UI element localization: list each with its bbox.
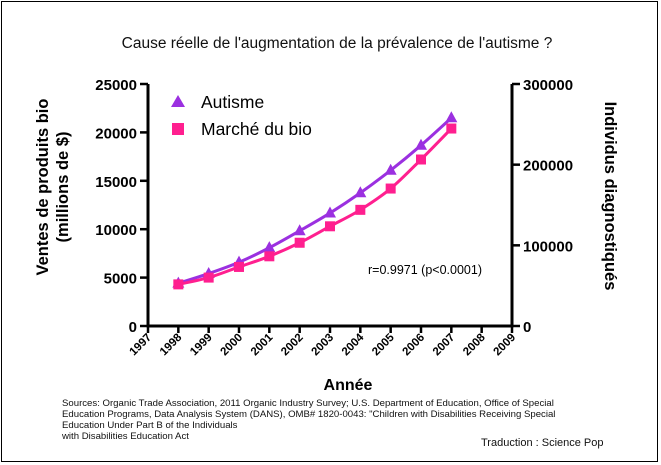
y-left-tick-label: 25000 (95, 77, 137, 94)
y-left-tick-label: 10000 (95, 222, 137, 239)
x-tick-label: 2009 (492, 332, 519, 359)
data-point-autisme (354, 186, 367, 198)
sources-line: Sources: Organic Trade Association, 2011… (62, 398, 554, 409)
y-right-axis-title: Individus diagnostiqués (601, 102, 619, 291)
y-left-axis-title-line1: Ventes de produits bio (34, 99, 52, 276)
x-axis-title: Année (324, 377, 373, 394)
x-tick-label: 2002 (279, 332, 306, 359)
sources-line: Education Under Part B of the Individual… (62, 420, 238, 431)
y-right-tick-label: 0 (523, 319, 531, 336)
y-left-tick-label: 0 (129, 319, 137, 336)
legend-label: Autisme (201, 92, 264, 112)
data-point-autisme (415, 138, 427, 150)
data-point-bio (294, 237, 305, 248)
correlation-annotation: r=0.9971 (p<0.0001) (368, 263, 482, 277)
translation-credit: Traduction : Science Pop (481, 437, 604, 449)
legend-marker-autisme (171, 95, 185, 107)
x-tick-label: 2004 (340, 331, 367, 358)
y-left-tick-label: 5000 (104, 271, 137, 288)
data-point-bio (355, 204, 366, 215)
x-tick-label: 1999 (188, 332, 215, 359)
data-point-bio (234, 261, 244, 272)
data-point-autisme (263, 241, 276, 253)
data-point-bio (203, 272, 214, 283)
data-point-bio (173, 279, 184, 290)
chart-title: Cause réelle de l'augmentation de la pré… (122, 35, 553, 52)
sources-note: Sources: Organic Trade Association, 2011… (62, 398, 642, 442)
y-right-tick-label: 200000 (523, 158, 573, 175)
series-line-autisme (177, 116, 453, 285)
x-tick-label: 2001 (249, 331, 276, 358)
y-right-tick-label: 100000 (523, 238, 573, 255)
data-point-autisme (324, 206, 336, 218)
data-point-bio (446, 123, 457, 134)
data-point-bio (325, 221, 335, 232)
y-right-tick-label: 300000 (523, 77, 573, 94)
legend-marker-bio (172, 123, 184, 135)
y-left-tick-label: 15000 (95, 174, 137, 191)
x-tick-label: 2003 (310, 332, 337, 359)
data-point-autisme (293, 224, 306, 236)
sources-line: Education Programs, Data Analysis System… (62, 409, 556, 420)
sources-line: with Disabilities Education Act (62, 431, 189, 442)
x-tick-label: 2007 (431, 332, 458, 359)
series-line-bio (178, 127, 453, 286)
data-point-autisme (384, 163, 397, 175)
x-tick-label: 2005 (370, 331, 397, 358)
data-point-bio (385, 183, 396, 194)
data-point-autisme (445, 111, 458, 123)
data-point-bio (264, 251, 275, 262)
data-point-bio (416, 154, 426, 165)
x-tick-label: 2000 (219, 332, 246, 359)
y-left-tick-label: 20000 (95, 125, 137, 142)
x-tick-label: 1998 (158, 331, 185, 358)
x-tick-label: 2006 (401, 332, 428, 359)
y-left-axis-title-line2: (millions de $) (54, 132, 72, 243)
legend-label: Marché du bio (201, 119, 312, 139)
x-tick-label: 2008 (461, 331, 488, 358)
